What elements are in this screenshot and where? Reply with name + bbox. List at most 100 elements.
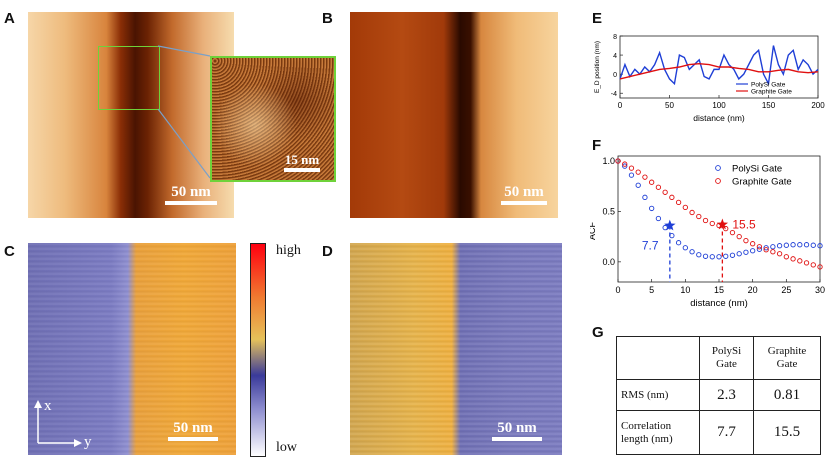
panel-label-g: G [592,324,604,341]
data-point-graphite [642,174,648,180]
marker-star-graphite [716,218,729,230]
data-point-graphite [810,262,816,268]
y-tick-label: 0 [613,72,617,79]
scalebar-b-label: 50 nm [504,184,544,200]
data-point-polysi [810,242,816,248]
y-axis-label: E_D position (nm) [594,41,601,93]
data-point-graphite [750,241,756,247]
scalebar-c: 50 nm [164,420,222,443]
data-point-graphite [655,184,662,190]
axis-x-label: x [44,398,52,414]
data-point-graphite [783,254,789,260]
data-point-graphite [682,204,688,211]
data-point-polysi [662,224,668,231]
data-point-polysi [750,248,756,254]
y-tick-label: -4 [611,91,617,98]
panel-label-c: C [4,243,15,260]
x-tick-label: 15 [714,285,724,295]
series-line-graphite [619,62,819,80]
scalebar-c-bar [168,437,218,441]
scalebar-d-label: 50 nm [497,420,537,436]
x-tick-label: 100 [712,101,726,110]
y-axis-label: ACF [590,221,597,240]
data-point-polysi [729,252,736,258]
data-point-polysi [635,182,641,188]
data-point-polysi [682,245,688,251]
panel-label-d: D [322,243,333,260]
data-point-graphite [797,258,803,264]
panel-label-a: A [4,10,15,27]
legend-label: PolySi Gate [751,82,786,89]
zoom-region-box [98,46,160,110]
data-point-graphite [675,199,682,206]
data-point-polysi [763,245,769,251]
panel-label-e: E [592,10,603,27]
x-tick-label: 20 [748,285,758,295]
data-point-polysi [756,246,763,252]
data-point-polysi [628,172,635,178]
data-point-polysi [716,254,722,260]
data-point-graphite [622,161,628,167]
inset-atomic-image [210,56,336,182]
cell-rms-graphite: 0.81 [753,379,821,411]
map-image-c [28,243,236,455]
legend-swatch [715,165,721,171]
data-point-graphite [743,238,749,244]
scalebar-b: 50 nm [496,184,552,207]
row-label-rms: RMS (nm) [616,379,700,411]
scalebar-a-label: 50 nm [171,184,211,200]
data-point-graphite [696,213,702,220]
data-point-graphite [736,233,742,240]
data-point-polysi [770,244,776,250]
scalebar-a-inset-bar [284,168,320,172]
panel-label-b: B [322,10,333,27]
data-point-polysi [696,252,702,258]
data-point-graphite [649,179,655,185]
stm-image-a [28,12,234,218]
scalebar-a-inset: 15 nm [280,152,324,174]
cell-corr-graphite: 15.5 [753,410,821,455]
chart-f: 0 5 10 15 20 25 30 0.0 0.5 1.0 distance (nm) ACF 7.7… [590,155,825,309]
data-point-polysi [709,254,715,260]
table-row: Correlation length (nm) 7.7 15.5 [616,410,821,455]
marker-label-graphite: 15.5 [732,218,756,232]
cell-corr-polysi: 7.7 [698,410,755,455]
data-point-polysi [776,243,783,249]
legend-label: Graphite Gate [751,89,792,96]
legend-label: PolySi Gate [732,164,782,175]
data-point-graphite [689,209,695,216]
y-tick-label: 0.5 [602,206,615,216]
x-tick-label: 0 [618,101,623,110]
panel-label-f: F [592,137,602,154]
data-point-graphite [763,247,769,253]
y-tick-label: 4 [613,53,617,60]
table-g: PolySi Gate Graphite Gate RMS (nm) 2.3 0.8… [616,336,821,455]
series-line-polysi [619,45,819,86]
x-tick-label: 10 [680,285,690,295]
x-axis-label: distance (nm) [690,298,748,309]
data-point-polysi [743,249,749,255]
x-tick-label: 200 [811,101,825,110]
data-point-graphite [817,264,823,270]
axis-y-label: y [84,434,92,450]
data-point-polysi [723,253,729,259]
zoom-connector-lines [157,45,211,179]
data-point-polysi [649,205,655,212]
data-point-polysi [736,251,742,257]
scalebar-d: 50 nm [488,420,546,443]
header-graphite: Graphite Gate [753,336,821,380]
x-tick-label: 25 [781,285,791,295]
x-tick-label: 5 [649,285,654,295]
data-point-graphite [803,260,810,266]
legend-label: Graphite Gate [732,177,792,188]
data-point-graphite [729,229,736,236]
scalebar-b-bar [501,201,547,205]
data-point-graphite [790,256,796,262]
data-point-graphite [723,225,729,232]
data-point-polysi [689,249,695,255]
map-image-d [350,243,562,455]
stm-image-b [350,12,558,218]
data-point-graphite [669,194,675,200]
marker-label-polysi: 7.7 [642,239,659,253]
